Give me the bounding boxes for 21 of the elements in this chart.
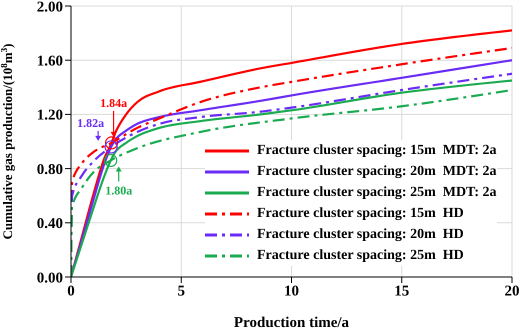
legend-label: Fracture cluster spacing: 20m HD xyxy=(257,226,464,242)
x-tick-label: 10 xyxy=(284,284,299,300)
x-axis-title: Production time/a xyxy=(234,315,350,329)
x-tick-label: 5 xyxy=(178,284,185,300)
annotation: 1.80a xyxy=(105,183,132,198)
x-tick-label: 20 xyxy=(504,284,520,300)
legend-label: Fracture cluster spacing: 15m HD xyxy=(257,206,464,222)
y-tick-label: 1.20 xyxy=(36,108,63,124)
annotation: 1.84a xyxy=(100,96,128,110)
y-tick-label: 1.60 xyxy=(36,54,63,70)
x-tick-label: 15 xyxy=(394,284,410,300)
y-tick-label: 0.00 xyxy=(36,270,63,286)
y-tick-label: 2.00 xyxy=(36,0,63,16)
legend-label: Fracture cluster spacing: 25m MDT: 2a xyxy=(257,184,497,200)
legend-label: Fracture cluster spacing: 25m HD xyxy=(257,248,464,264)
y-tick-label: 0.40 xyxy=(36,216,63,232)
annotation: 1.82a xyxy=(77,116,104,130)
y-tick-label: 0.80 xyxy=(36,162,63,178)
legend-label: Fracture cluster spacing: 20m MDT: 2a xyxy=(257,164,497,180)
legend-label: Fracture cluster spacing: 15m MDT: 2a xyxy=(257,142,497,158)
x-tick-label: 0 xyxy=(67,284,75,300)
